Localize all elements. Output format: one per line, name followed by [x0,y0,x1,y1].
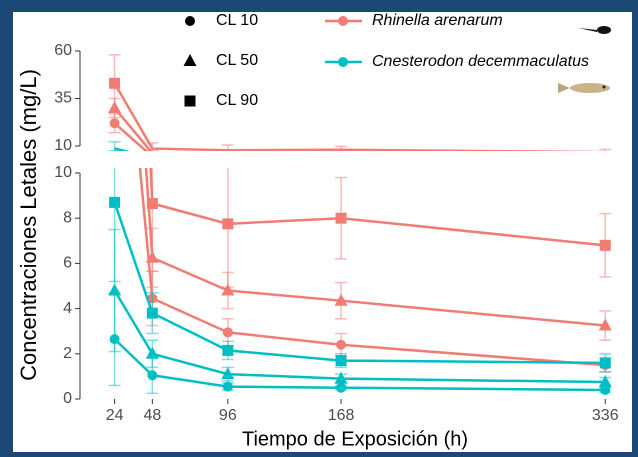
point [599,239,611,251]
point [221,283,235,296]
point [222,218,234,230]
point [222,327,233,338]
legend-marker [183,54,197,66]
y-tick-label: 0 [63,390,72,407]
y-tick-label: 6 [63,255,72,272]
point [335,212,347,224]
y-tick-label: 10 [54,164,72,181]
legend-marker [184,95,196,107]
point [222,381,233,392]
point [109,118,120,129]
series-panel [146,168,612,288]
series-line [113,82,606,151]
point [221,367,235,380]
point [334,371,348,384]
series-line [113,122,148,151]
tadpole-icon [578,26,611,34]
point [335,355,347,367]
x-axis-label: Tiempo de Exposición (h) [242,428,468,450]
legend-swatch-dot [338,16,348,26]
point [145,346,159,359]
y-tick-label: 35 [54,90,72,107]
series-panel [108,168,612,373]
series-line [113,107,153,151]
legend-label: CL 50 [216,52,258,69]
x-tick-label: 168 [328,407,355,424]
point [336,339,347,350]
point [598,375,612,388]
point [336,382,347,393]
series-panel [108,141,131,151]
point [108,283,122,296]
series-panel [108,112,148,151]
point [598,318,612,331]
series-panel [108,228,612,388]
legend-label: CL 90 [216,92,258,109]
legend-swatch-dot [338,57,348,67]
y-axis-label: Concentraciones Letales (mg/L) [16,69,41,381]
legend-label: CL 10 [216,12,258,29]
point [147,370,158,381]
point [599,357,611,369]
point [334,293,348,306]
point [600,384,611,395]
x-tick-label: 96 [219,407,237,424]
x-tick-label: 24 [106,407,124,424]
legend-label: Cnesterodon decemmaculatus [372,53,589,70]
plot-background [13,12,632,452]
x-tick-label: 336 [592,407,619,424]
y-tick-label: 10 [54,137,72,154]
legend-label: Rhinella arenarum [372,12,503,29]
y-tick-label: 8 [63,209,72,226]
legend-marker [185,16,195,26]
point [109,77,121,89]
point [222,344,234,356]
series-panel [108,54,612,151]
point [146,198,158,210]
y-tick-label: 60 [54,42,72,59]
point [146,307,158,319]
x-tick-label: 48 [143,407,161,424]
fish-icon [558,83,610,93]
point [109,196,121,208]
y-tick-label: 2 [63,345,72,362]
y-tick-label: 4 [63,300,72,317]
